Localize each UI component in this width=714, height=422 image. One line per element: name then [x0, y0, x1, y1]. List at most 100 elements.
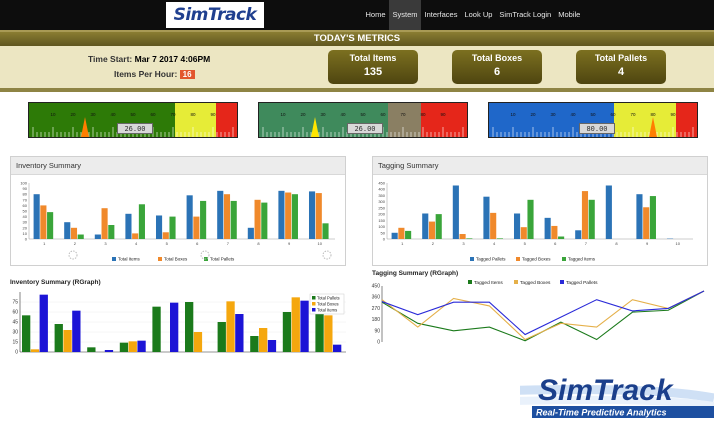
gauge-tick-label: 30 [320, 112, 326, 117]
bar [435, 214, 442, 239]
y-tick-label: 360 [372, 295, 381, 301]
y-tick-label: 90 [374, 328, 380, 334]
total-boxes-value: 6 [493, 66, 501, 78]
total-pallets-label: Total Pallets [594, 53, 648, 63]
bar [47, 212, 54, 239]
bar [267, 340, 277, 352]
nav-item-look-up[interactable]: Look Up [464, 10, 493, 19]
bar [247, 227, 254, 239]
bar [22, 315, 31, 352]
bar [87, 347, 96, 352]
bar [77, 234, 84, 239]
gauge-tick-label: 80 [190, 112, 196, 117]
bar [101, 208, 108, 239]
series-line [381, 290, 705, 336]
bar [575, 230, 582, 239]
x-tick-label: 7 [585, 241, 588, 246]
y-tick-label: 90 [23, 186, 28, 191]
bar [285, 192, 292, 239]
x-tick-label: 3 [462, 241, 465, 246]
y-tick-label: 50 [23, 209, 28, 214]
bar [170, 302, 179, 352]
y-tick-label: 450 [372, 284, 381, 290]
bar [466, 238, 473, 239]
bar [54, 324, 63, 352]
bar [138, 204, 145, 239]
time-start-value: Mar 7 2017 4:06PM [134, 54, 211, 64]
legend-swatch [470, 257, 474, 261]
y-tick-label: 30 [23, 220, 28, 225]
bar [162, 232, 169, 239]
top-navigation-bar: SimTrack Home System Interfaces Look Up SimT… [0, 0, 714, 30]
bar [217, 322, 226, 352]
legend-label: Total Items [118, 257, 141, 262]
legend-swatch [468, 280, 472, 284]
total-boxes-box: Total Boxes 6 [452, 50, 542, 84]
tagging-rgraph-chart: 0 90 180 270 360 450 Tagged Items Tagged Boxes T… [372, 280, 705, 346]
time-start-row: Time Start: Mar 7 2017 4:06PM [88, 54, 210, 64]
bar [33, 194, 40, 239]
x-tick-label: 9 [288, 241, 291, 246]
y-tick-label: 45 [12, 320, 18, 326]
legend-swatch [158, 257, 162, 261]
items-per-hour-label: Items Per Hour: [114, 69, 178, 79]
gauge-tick-label: 60 [150, 112, 156, 117]
bar [169, 216, 176, 239]
items-per-hour-row: Items Per Hour: 16 [114, 69, 195, 79]
nav-item-mobile[interactable]: Mobile [558, 10, 581, 19]
gauge-1: 10 20 30 40 50 60 70 80 90 26.00 [28, 102, 238, 138]
bar [588, 199, 595, 239]
nav-item-simtrack-login[interactable]: SimTrack Login [499, 10, 552, 19]
logo-text: SimTrack [173, 5, 257, 25]
gauge-readout: 26.00 [117, 123, 153, 134]
x-tick-label: 10 [317, 241, 322, 246]
gauge-tick-label: 60 [380, 112, 386, 117]
bar [259, 328, 268, 352]
bar [152, 306, 161, 352]
y-tick-label: 0 [15, 350, 18, 356]
gauge-tick-label: 50 [590, 112, 596, 117]
bar [250, 336, 259, 352]
y-tick-label: 50 [381, 230, 386, 235]
y-tick-label: 180 [372, 317, 381, 323]
nav-item-system[interactable]: System [389, 0, 422, 30]
gauge-zone [421, 103, 467, 137]
gauge-tick-label: 90 [210, 112, 216, 117]
legend-swatch [516, 257, 520, 261]
gauge-tick-label: 60 [610, 112, 616, 117]
bar [200, 200, 207, 239]
x-tick-label: 9 [646, 241, 649, 246]
gauge-tick-label: 20 [300, 112, 306, 117]
gauge-needle [311, 117, 319, 137]
simtrack-logo[interactable]: SimTrack [166, 2, 264, 28]
x-tick-label: 8 [257, 241, 260, 246]
gauge-tick-label: 10 [50, 112, 56, 117]
inventory-summary-title: Inventory Summary [11, 157, 345, 175]
legend-box [309, 293, 345, 315]
nav-item-home[interactable]: Home [365, 10, 386, 19]
x-tick-label: 6 [554, 241, 557, 246]
bar [551, 225, 558, 239]
bar [185, 302, 194, 352]
series-line [381, 290, 705, 341]
brand-logo-text: SimTrack [538, 374, 674, 407]
bar [649, 196, 656, 239]
gauge-tick-label: 30 [550, 112, 556, 117]
bar [527, 199, 534, 239]
nav-item-interfaces[interactable]: Interfaces [424, 10, 458, 19]
y-tick-label: 80 [23, 192, 28, 197]
x-tick-label: 5 [524, 241, 527, 246]
legend-label: Tagged Pallets [566, 280, 598, 286]
y-tick-label: 60 [12, 310, 18, 316]
bar [282, 312, 292, 352]
y-tick-label: 75 [12, 300, 18, 306]
x-tick-label: 7 [227, 241, 230, 246]
y-tick-label: 0 [25, 237, 28, 242]
gauge-scale: 10 20 30 40 50 60 70 80 90 [262, 112, 464, 137]
bar [490, 212, 497, 239]
bar [186, 195, 193, 239]
legend-label: Tagged Items [474, 280, 503, 286]
y-tick-label: 20 [23, 225, 28, 230]
bar [128, 341, 137, 352]
bar [605, 185, 612, 239]
